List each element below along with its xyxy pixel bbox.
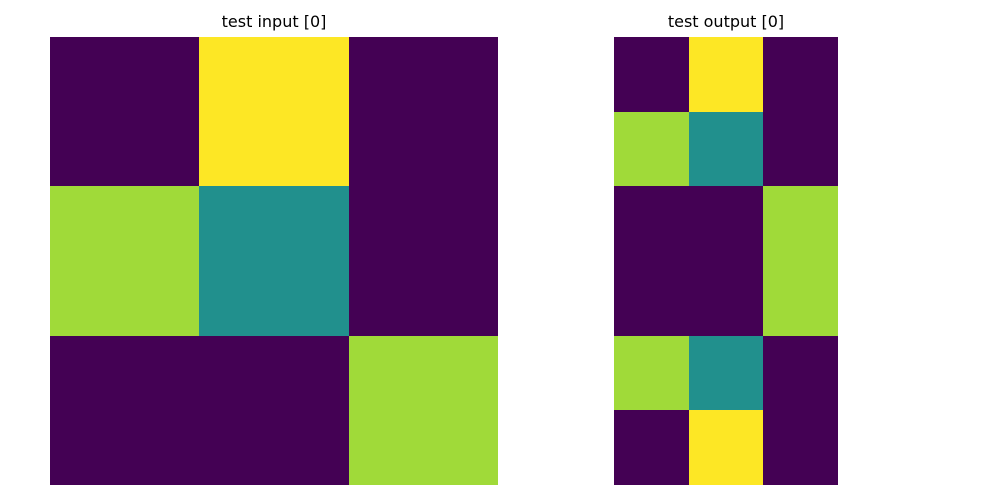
grid-cell-input-r1-c2 bbox=[348, 186, 498, 336]
grid-cell-output-r2-c1 bbox=[688, 186, 764, 261]
grid-cell-output-r4-c0 bbox=[614, 335, 689, 411]
grid-cell-output-r4-c1 bbox=[688, 335, 764, 411]
grid-cell-output-r2-c2 bbox=[763, 186, 838, 261]
grid-cell-output-r1-c2 bbox=[763, 111, 838, 187]
grid-cell-output-r5-c0 bbox=[614, 410, 689, 485]
grid-cell-input-r2-c2 bbox=[348, 335, 498, 485]
grid-cell-output-r3-c1 bbox=[688, 260, 764, 336]
grid-cell-input-r2-c0 bbox=[50, 335, 200, 485]
grid-cell-output-r3-c0 bbox=[614, 260, 689, 336]
grid-cell-output-r5-c2 bbox=[763, 410, 838, 485]
test-input-grid bbox=[50, 37, 498, 485]
grid-cell-input-r0-c2 bbox=[348, 37, 498, 187]
grid-cell-output-r1-c0 bbox=[614, 111, 689, 187]
grid-cell-input-r0-c1 bbox=[199, 37, 349, 187]
grid-cell-output-r5-c1 bbox=[688, 410, 764, 485]
test-input-title: test input [0] bbox=[221, 12, 327, 31]
grid-cell-output-r4-c2 bbox=[763, 335, 838, 411]
grid-cell-output-r0-c0 bbox=[614, 37, 689, 112]
test-output-title: test output [0] bbox=[667, 12, 785, 31]
grid-cell-output-r0-c1 bbox=[688, 37, 764, 112]
grid-cell-input-r1-c1 bbox=[199, 186, 349, 336]
test-output-grid bbox=[614, 37, 838, 485]
grid-cell-input-r1-c0 bbox=[50, 186, 200, 336]
grid-cell-input-r2-c1 bbox=[199, 335, 349, 485]
grid-cell-output-r2-c0 bbox=[614, 186, 689, 261]
grid-cell-input-r0-c0 bbox=[50, 37, 200, 187]
grid-cell-output-r3-c2 bbox=[763, 260, 838, 336]
grid-cell-output-r0-c2 bbox=[763, 37, 838, 112]
grid-cell-output-r1-c1 bbox=[688, 111, 764, 187]
